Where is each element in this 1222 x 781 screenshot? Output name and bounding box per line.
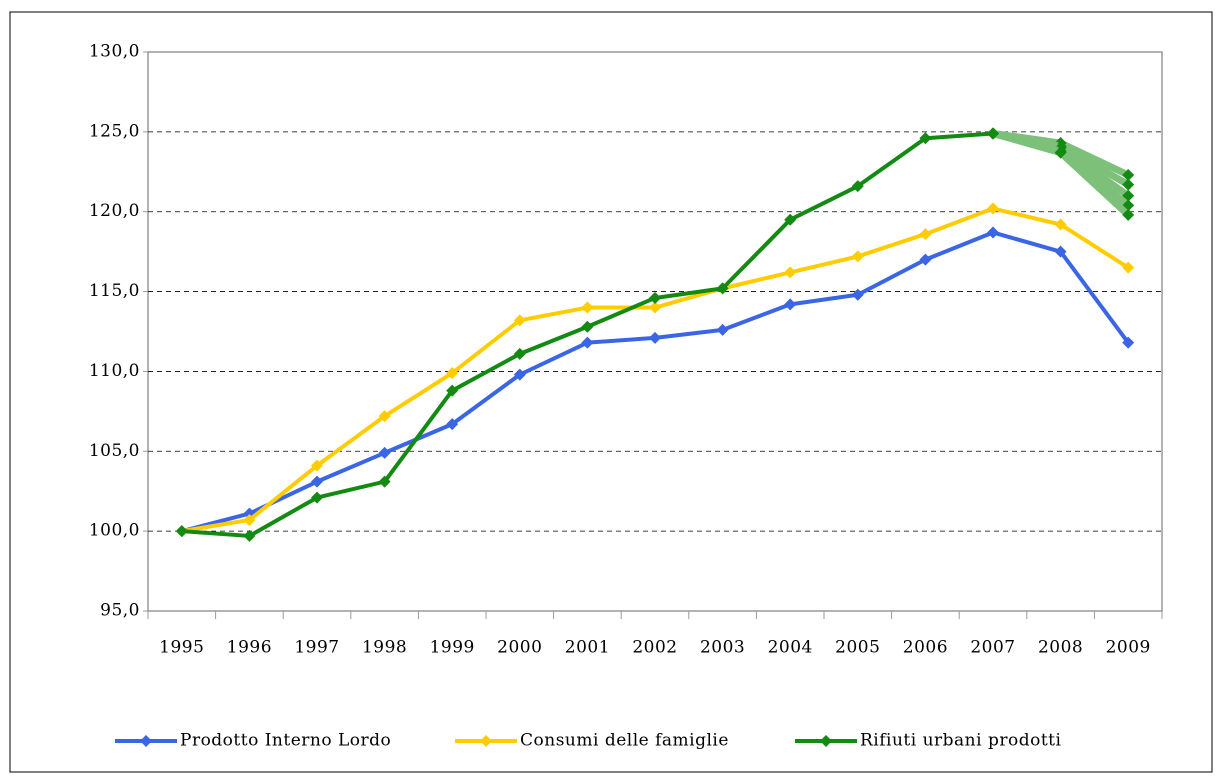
y-tick-label: 120,0 (89, 201, 140, 221)
point (649, 331, 661, 344)
point (175, 525, 188, 538)
point (513, 347, 526, 360)
point (851, 250, 864, 263)
point (784, 266, 797, 279)
plot-area (147, 51, 1163, 612)
point (311, 475, 323, 488)
y-tick-label: 100,0 (89, 521, 140, 541)
point (378, 475, 391, 488)
point (919, 132, 932, 145)
point (311, 491, 323, 504)
y-tick-label: 95,0 (100, 601, 140, 621)
point (1122, 178, 1135, 191)
point (378, 446, 391, 459)
point (581, 336, 594, 349)
x-tick-label: 1996 (227, 638, 272, 658)
point (581, 320, 594, 333)
point (919, 253, 932, 266)
x-tick-label: 2008 (1038, 638, 1083, 658)
point (784, 213, 797, 226)
x-tick-label: 1998 (362, 638, 407, 658)
point (987, 202, 999, 215)
point (1122, 336, 1135, 349)
point (1122, 168, 1135, 181)
x-tick-label: 2000 (497, 638, 542, 658)
legend-marker (820, 735, 832, 747)
x-tick-label: 2003 (700, 638, 745, 658)
x-tick-label: 2009 (1106, 638, 1151, 658)
y-tick-label: 115,0 (89, 281, 140, 301)
point (311, 459, 323, 472)
point (1122, 261, 1135, 274)
point (243, 513, 256, 526)
point (649, 291, 661, 304)
point (513, 314, 526, 327)
y-tick-label: 105,0 (89, 441, 140, 461)
y-tick-label: 110,0 (89, 361, 140, 381)
point (513, 368, 526, 381)
x-tick-label: 2007 (970, 638, 1015, 658)
x-tick-label: 2005 (835, 638, 880, 658)
point (581, 301, 594, 314)
point (1054, 146, 1067, 159)
point (987, 226, 999, 239)
legend-marker (480, 735, 492, 747)
point (378, 410, 391, 423)
point (649, 301, 661, 314)
legend-label: Consumi delle famiglie (520, 731, 729, 751)
x-tick-label: 2006 (903, 638, 948, 658)
point (851, 180, 864, 193)
x-tick-label: 2002 (632, 638, 677, 658)
x-tick-label: 2001 (565, 638, 610, 658)
point (784, 298, 797, 311)
point (446, 418, 459, 431)
x-tick-label: 1999 (430, 638, 475, 658)
x-tick-label: 2004 (768, 638, 813, 658)
point (1122, 208, 1135, 221)
x-tick-label: 1997 (294, 638, 339, 658)
point (919, 228, 932, 241)
point (1054, 245, 1067, 258)
point (851, 288, 864, 301)
legend-marker (140, 735, 152, 747)
x-tick-label: 1995 (159, 638, 204, 658)
y-tick-label: 130,0 (89, 42, 140, 62)
point (446, 367, 459, 380)
chart-frame (9, 11, 1213, 773)
legend-label: Rifiuti urbani prodotti (860, 731, 1061, 751)
point (716, 323, 729, 336)
point (243, 529, 256, 542)
point (1054, 218, 1067, 231)
point (716, 282, 729, 295)
point (446, 384, 459, 397)
legend-label: Prodotto Interno Lordo (180, 731, 391, 751)
point (987, 127, 999, 140)
y-tick-label: 125,0 (89, 121, 140, 141)
